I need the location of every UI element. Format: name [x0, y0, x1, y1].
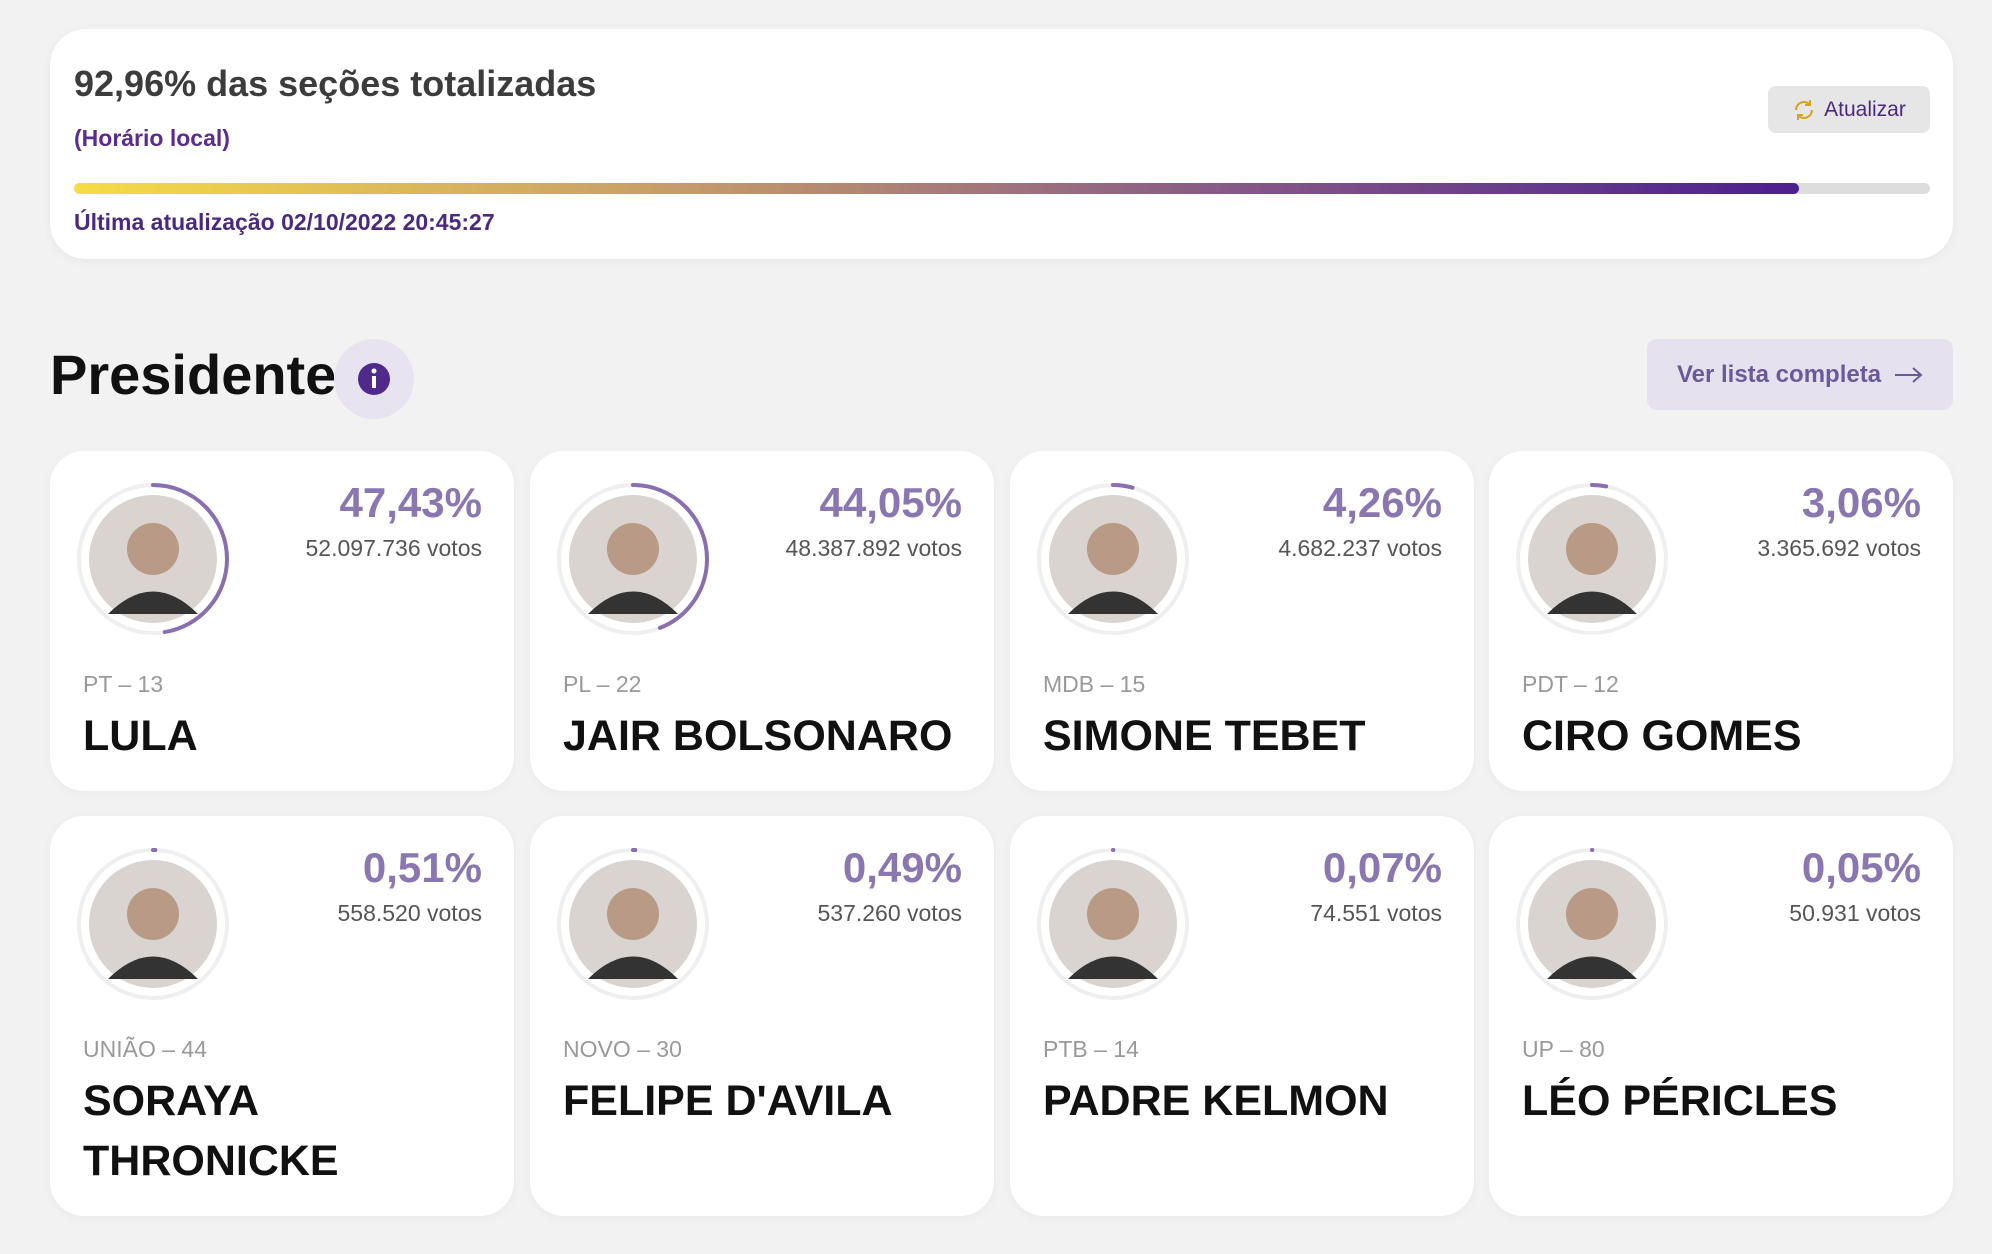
percent: 3,06% [1801, 479, 1921, 526]
local-time: (Horário local) [74, 125, 230, 151]
candidate-card: 44,05% 48.387.892 votos PL – 22 JAIR BOLSON… [530, 451, 994, 791]
photo-head [607, 888, 659, 940]
refresh-label: Atualizar [1824, 97, 1906, 121]
candidate-ring [557, 483, 709, 635]
photo-head [127, 523, 179, 575]
vote-arc [1516, 483, 1668, 635]
party: PDT – 12 [1522, 671, 1619, 697]
info-icon [358, 363, 390, 395]
candidate-ring [77, 848, 229, 1000]
candidate-ring [1037, 483, 1189, 635]
votes: 48.387.892 votos [785, 535, 962, 561]
photo-body [588, 956, 678, 979]
percent: 0,05% [1801, 844, 1921, 891]
candidate-ring [1516, 848, 1668, 1000]
vote-arc [1037, 848, 1189, 1000]
candidate-card: 3,06% 3.365.692 votos PDT – 12 CIRO GOMES [1489, 451, 1953, 791]
candidate-ring [77, 483, 229, 635]
candidate-name: CIRO GOMES [1522, 712, 1802, 760]
votes: 3.365.692 votos [1757, 535, 1921, 561]
vote-arc [557, 483, 709, 635]
photo-head [127, 888, 179, 940]
party: UNIÃO – 44 [83, 1036, 207, 1062]
percent: 47,43% [339, 479, 482, 526]
sections-title: 92,96% das seções totalizadas [74, 63, 597, 104]
photo-body [1547, 956, 1637, 979]
candidate-name: FELIPE D'AVILA [563, 1077, 893, 1125]
full-list-button[interactable]: Ver lista completa [1647, 339, 1953, 410]
votes: 537.260 votos [817, 900, 962, 926]
refresh-button[interactable]: Atualizar [1768, 86, 1930, 133]
section-title: Presidente [50, 343, 337, 406]
percent: 4,26% [1322, 479, 1442, 526]
refresh-icon [1795, 99, 1814, 120]
arrow-icon [1895, 366, 1923, 383]
candidate-name: SORAYA THRONICKE [83, 1077, 339, 1185]
votes: 52.097.736 votos [305, 535, 482, 561]
candidate-ring [1037, 848, 1189, 1000]
candidate-card: 0,07% 74.551 votos PTB – 14 PADRE KELMON [1010, 816, 1474, 1216]
photo-body [588, 591, 678, 614]
vote-arc [77, 483, 229, 635]
candidate-name: LÉO PÉRICLES [1522, 1077, 1838, 1125]
info-button[interactable] [334, 339, 414, 419]
candidate-card: 4,26% 4.682.237 votos MDB – 15 SIMONE TEBET [1010, 451, 1474, 791]
party: MDB – 15 [1043, 671, 1146, 697]
candidate-name: SIMONE TEBET [1043, 712, 1366, 760]
party: PT – 13 [83, 671, 164, 697]
candidate-card: 0,49% 537.260 votos NOVO – 30 FELIPE D'AVIL… [530, 816, 994, 1216]
candidate-card: 0,05% 50.931 votos UP – 80 LÉO PÉRICLES [1489, 816, 1953, 1216]
progress-fill [74, 183, 1800, 194]
photo-body [1547, 591, 1637, 614]
vote-arc [557, 848, 709, 1000]
photo-body [1068, 591, 1158, 614]
party: UP – 80 [1522, 1036, 1605, 1062]
candidate-name: PADRE KELMON [1043, 1077, 1389, 1125]
votes: 74.551 votos [1310, 900, 1442, 926]
candidate-ring [1516, 483, 1668, 635]
vote-arc [1516, 848, 1668, 1000]
percent: 0,07% [1322, 844, 1442, 891]
percent: 0,51% [362, 844, 482, 891]
party: PTB – 14 [1043, 1036, 1139, 1062]
vote-arc [77, 848, 229, 1000]
status-card: 92,96% das seções totalizadas (Horário l… [50, 29, 1953, 259]
full-list-label: Ver lista completa [1676, 360, 1882, 388]
votes: 50.931 votos [1789, 900, 1921, 926]
votes: 558.520 votos [337, 900, 482, 926]
percent: 44,05% [819, 479, 962, 526]
photo-head [1087, 888, 1139, 940]
photo-head [607, 523, 659, 575]
photo-head [1566, 888, 1618, 940]
candidate-card: 47,43% 52.097.736 votos PT – 13 LULA [50, 451, 514, 791]
party: NOVO – 30 [563, 1036, 682, 1062]
candidate-name: JAIR BOLSONARO [563, 712, 953, 760]
candidate-card: 0,51% 558.520 votos UNIÃO – 44 SORAYA THRON… [50, 816, 514, 1216]
photo-body [108, 956, 198, 979]
progress-track [74, 183, 1930, 194]
candidate-ring [557, 848, 709, 1000]
party: PL – 22 [563, 671, 642, 697]
photo-head [1087, 523, 1139, 575]
vote-arc [1037, 483, 1189, 635]
photo-body [1068, 956, 1158, 979]
candidate-name: LULA [83, 712, 198, 760]
percent: 0,49% [842, 844, 962, 891]
photo-body [108, 591, 198, 614]
last-update: Última atualização 02/10/2022 20:45:27 [74, 209, 495, 235]
votes: 4.682.237 votos [1278, 535, 1442, 561]
photo-head [1566, 523, 1618, 575]
